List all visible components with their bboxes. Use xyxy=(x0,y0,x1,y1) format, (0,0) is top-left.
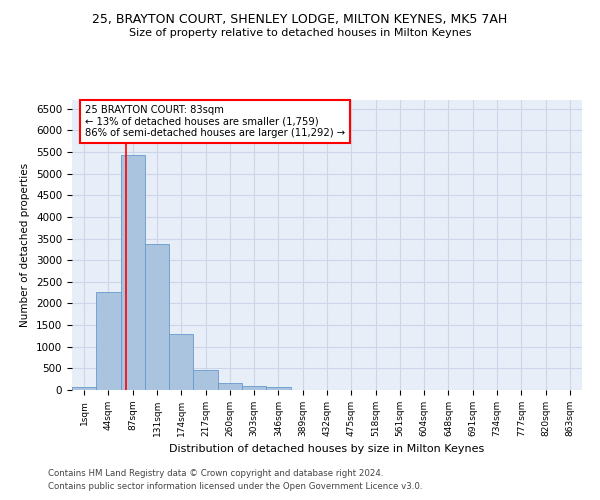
Y-axis label: Number of detached properties: Number of detached properties xyxy=(20,163,31,327)
Bar xyxy=(193,370,218,390)
Text: Contains public sector information licensed under the Open Government Licence v3: Contains public sector information licen… xyxy=(48,482,422,491)
Text: Contains HM Land Registry data © Crown copyright and database right 2024.: Contains HM Land Registry data © Crown c… xyxy=(48,468,383,477)
Bar xyxy=(96,292,121,390)
Bar xyxy=(218,383,242,390)
Text: 25 BRAYTON COURT: 83sqm
← 13% of detached houses are smaller (1,759)
86% of semi: 25 BRAYTON COURT: 83sqm ← 13% of detache… xyxy=(85,105,345,138)
Text: 25, BRAYTON COURT, SHENLEY LODGE, MILTON KEYNES, MK5 7AH: 25, BRAYTON COURT, SHENLEY LODGE, MILTON… xyxy=(92,12,508,26)
Text: Size of property relative to detached houses in Milton Keynes: Size of property relative to detached ho… xyxy=(129,28,471,38)
Bar xyxy=(169,334,193,390)
X-axis label: Distribution of detached houses by size in Milton Keynes: Distribution of detached houses by size … xyxy=(169,444,485,454)
Bar xyxy=(266,388,290,390)
Bar xyxy=(121,155,145,390)
Bar xyxy=(72,386,96,390)
Bar xyxy=(242,386,266,390)
Bar xyxy=(145,244,169,390)
